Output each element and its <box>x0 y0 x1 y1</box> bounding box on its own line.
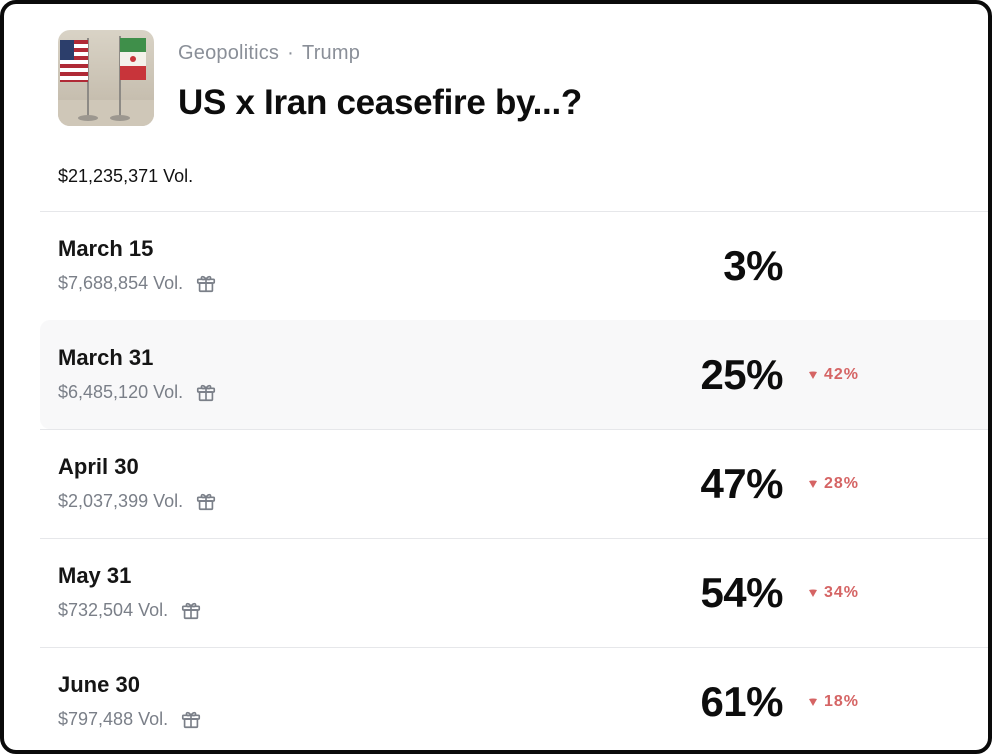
outcome-change: 28% <box>808 475 859 493</box>
outcome-change: 42% <box>808 366 859 384</box>
outcome-list: March 15 $7,688,854 Vol. 3% March 31 $6,… <box>40 211 988 750</box>
outcome-change: 34% <box>808 584 859 602</box>
outcome-volume: $6,485,120 Vol. <box>58 381 217 403</box>
outcome-date: March 31 <box>58 345 154 370</box>
outcome-change-text: 28% <box>824 475 860 492</box>
gift-icon[interactable] <box>195 490 217 512</box>
outcome-date: April 30 <box>58 454 139 479</box>
gift-icon[interactable] <box>180 599 202 621</box>
outcome-percent: 61% <box>700 678 783 725</box>
market-thumbnail[interactable] <box>58 30 154 126</box>
us-iran-flags-image <box>58 30 154 126</box>
breadcrumb: Geopolitics · Trump <box>178 42 582 65</box>
outcome-change: 18% <box>808 693 859 711</box>
outcome-row[interactable]: May 31 $732,504 Vol. 54% 34% <box>40 538 988 647</box>
gift-icon[interactable] <box>195 272 217 294</box>
gift-icon[interactable] <box>195 381 217 403</box>
outcome-date: May 31 <box>58 563 132 588</box>
outcome-percent: 25% <box>700 351 783 398</box>
title-block: Geopolitics · Trump US x Iran ceasefire by… <box>178 30 582 123</box>
outcome-percent: 3% <box>723 242 783 289</box>
outcome-change-text: 42% <box>824 366 860 383</box>
breadcrumb-tag-link[interactable]: Trump <box>302 42 361 64</box>
outcome-row[interactable]: June 30 $797,488 Vol. 61% 18% <box>40 647 988 750</box>
gift-icon[interactable] <box>180 708 202 730</box>
outcome-volume-text: $732,504 Vol. <box>58 599 169 620</box>
breadcrumb-separator: · <box>287 42 295 64</box>
caret-down-icon <box>809 480 817 488</box>
outcome-row[interactable]: April 30 $2,037,399 Vol. 47% 28% <box>40 429 988 538</box>
outcome-volume-text: $6,485,120 Vol. <box>58 381 184 402</box>
market-header: Geopolitics · Trump US x Iran ceasefire by… <box>58 30 582 126</box>
outcome-percent: 54% <box>700 569 783 616</box>
outcome-volume-text: $797,488 Vol. <box>58 708 169 729</box>
outcome-percent: 47% <box>700 460 783 507</box>
outcome-date: June 30 <box>58 672 140 697</box>
breadcrumb-category-link[interactable]: Geopolitics <box>178 42 280 64</box>
caret-down-icon <box>809 589 817 597</box>
outcome-volume: $7,688,854 Vol. <box>58 272 217 294</box>
caret-down-icon <box>809 698 817 706</box>
outcome-date: March 15 <box>58 236 154 261</box>
market-title: US x Iran ceasefire by...? <box>178 83 582 122</box>
outcome-change-text: 18% <box>824 693 860 710</box>
outcome-volume: $732,504 Vol. <box>58 599 202 621</box>
total-volume: $21,235,371 Vol. <box>58 166 194 186</box>
outcome-change-text: 34% <box>824 584 860 601</box>
outcome-row[interactable]: March 15 $7,688,854 Vol. 3% <box>40 211 988 320</box>
outcome-volume: $2,037,399 Vol. <box>58 490 217 512</box>
outcome-volume-text: $7,688,854 Vol. <box>58 272 184 293</box>
outcome-row[interactable]: March 31 $6,485,120 Vol. 25% 42% <box>40 320 988 429</box>
outcome-volume: $797,488 Vol. <box>58 708 202 730</box>
caret-down-icon <box>809 371 817 379</box>
outcome-volume-text: $2,037,399 Vol. <box>58 490 184 511</box>
